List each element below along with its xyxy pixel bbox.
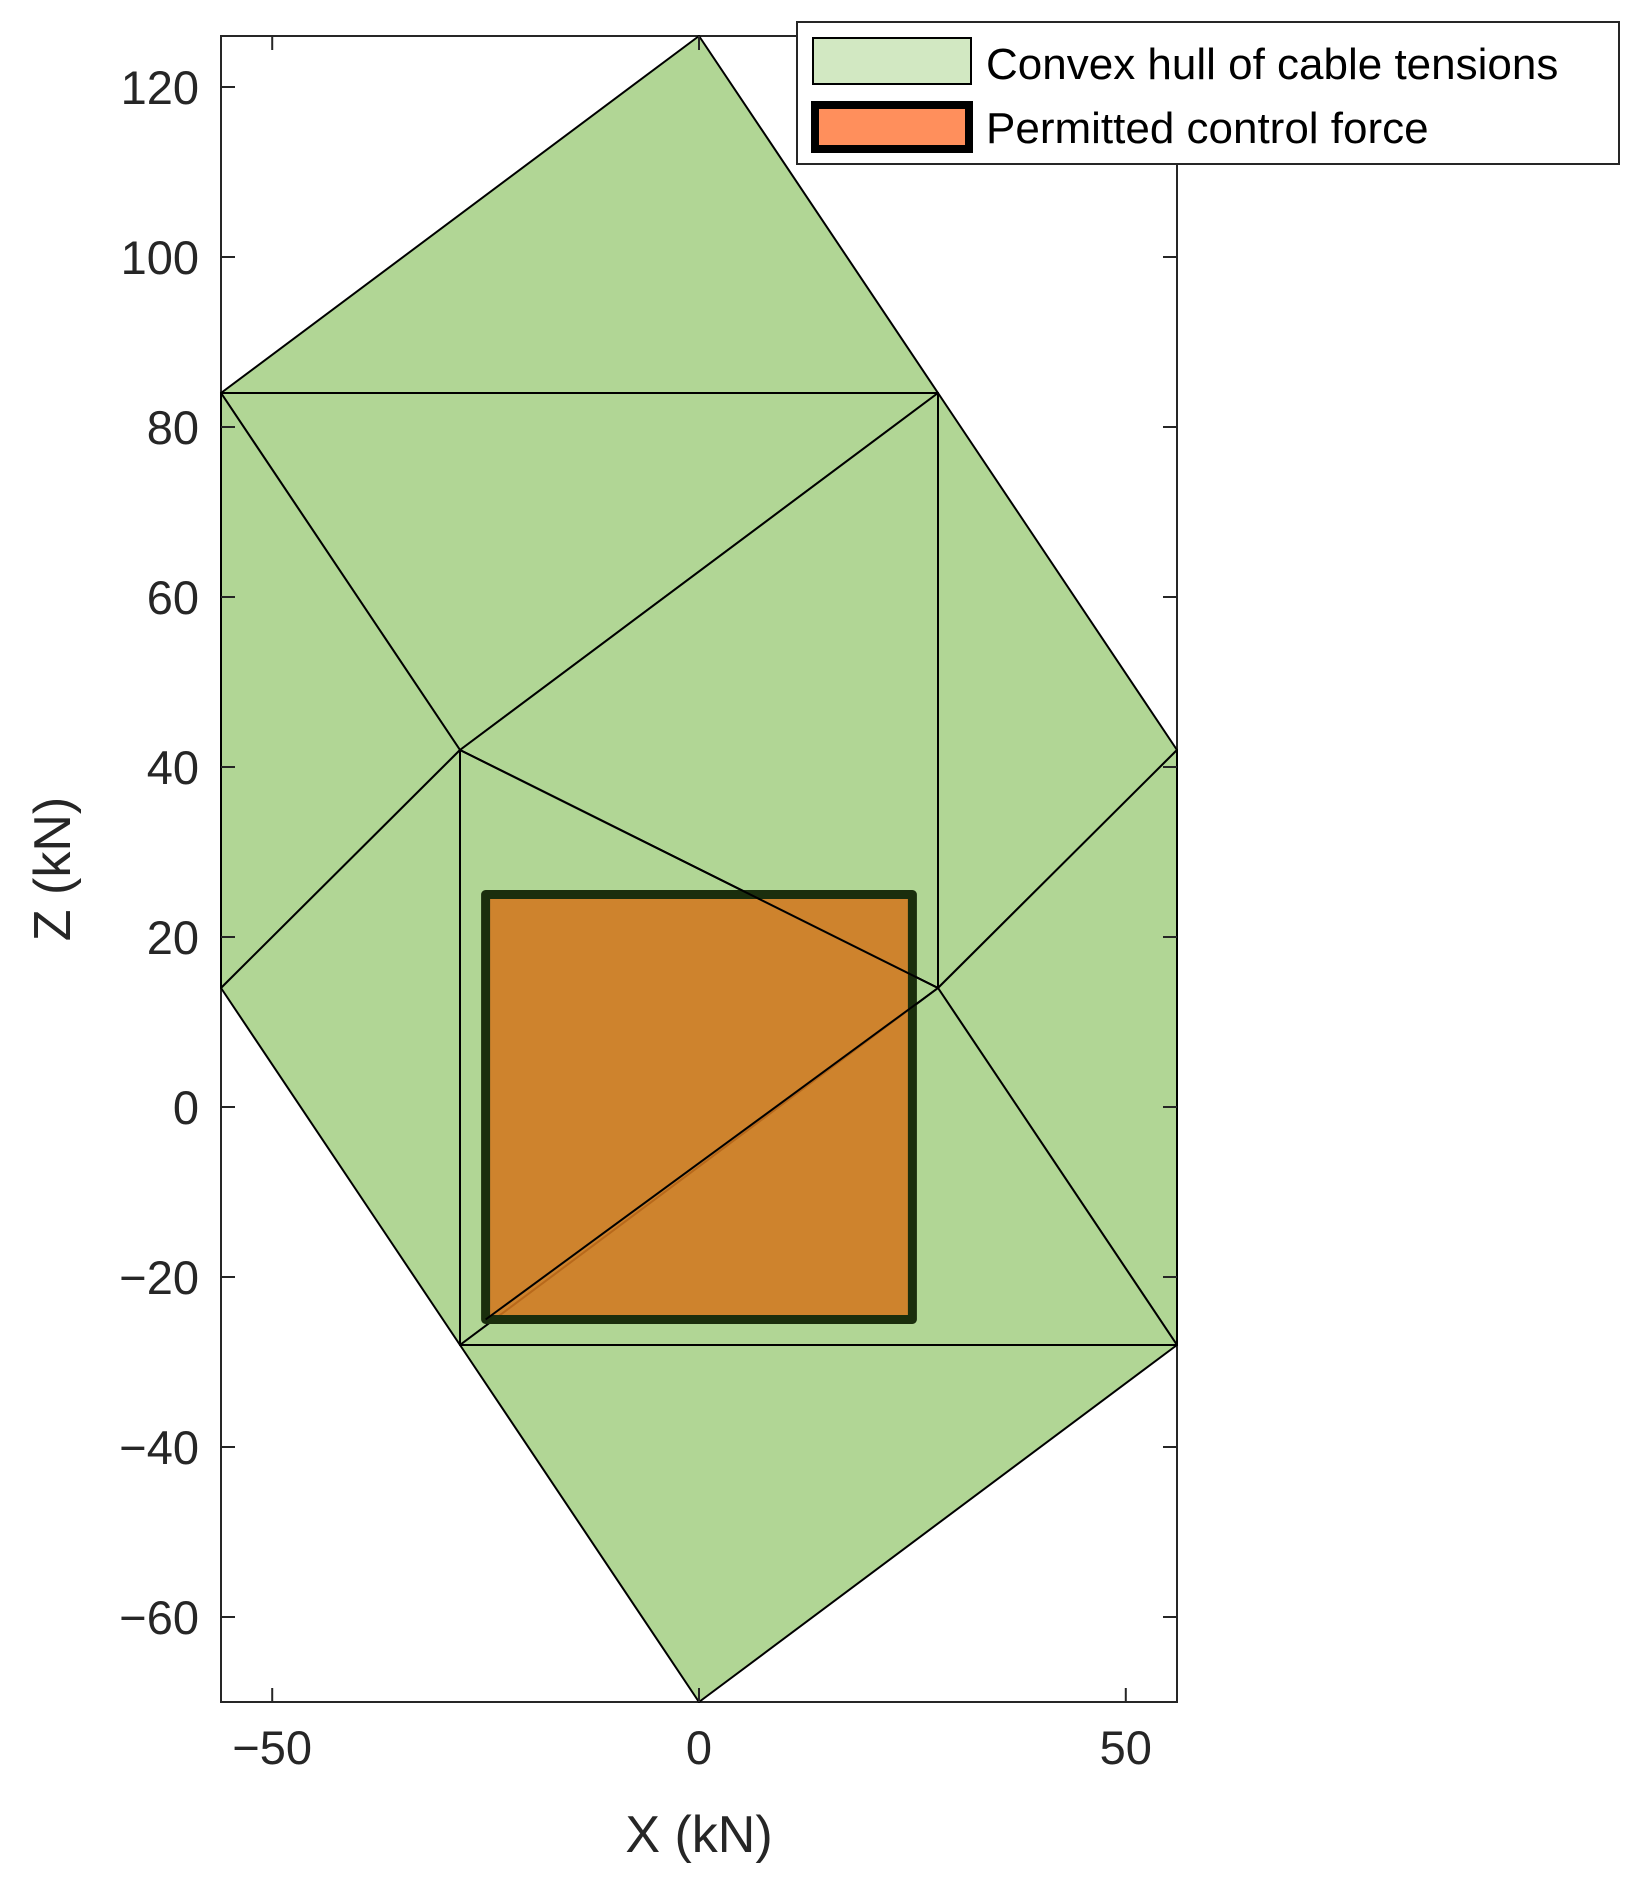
y-tick-label: 100 — [121, 231, 199, 284]
permitted-force-region — [481, 890, 917, 1324]
legend-label-hull: Convex hull of cable tensions — [986, 40, 1558, 89]
x-axis-label: X (kN) — [625, 1806, 772, 1864]
legend-swatch-force — [811, 101, 973, 153]
tick-marks — [221, 36, 1177, 1702]
y-tick-label: 20 — [147, 911, 199, 964]
y-tick-label: −20 — [119, 1251, 199, 1304]
y-tick-labels: −60 −40 −20 0 20 40 60 80 100 120 — [119, 61, 199, 1644]
y-tick-label: 60 — [147, 571, 199, 624]
y-tick-label: −40 — [119, 1421, 199, 1474]
x-tick-label: −50 — [232, 1721, 312, 1774]
plot-area: −50 0 50 −60 −40 −20 0 20 40 60 80 100 120 — [119, 35, 1178, 1774]
legend-label-force: Permitted control force — [986, 104, 1429, 153]
hull-edge-overlay-0 — [485, 987, 939, 1321]
y-axis-label: Z (kN) — [24, 797, 82, 941]
permitted-force-series — [459, 749, 939, 1324]
y-tick-label: 120 — [121, 61, 199, 114]
y-tick-label: 0 — [173, 1081, 199, 1134]
x-tick-labels: −50 0 50 — [232, 1721, 1152, 1774]
hull-triangle-6 — [220, 749, 461, 1346]
x-tick-label: 50 — [1100, 1721, 1152, 1774]
hull-triangle-9 — [459, 1344, 1178, 1703]
y-tick-label: −60 — [119, 1591, 199, 1644]
y-tick-label: 80 — [147, 401, 199, 454]
legend: Convex hull of cable tensions Permitted … — [796, 21, 1620, 165]
y-tick-label: 40 — [147, 741, 199, 794]
hull-edge-overlay-1 — [459, 749, 939, 989]
legend-swatch-hull — [812, 37, 972, 85]
x-tick-label: 0 — [686, 1721, 712, 1774]
